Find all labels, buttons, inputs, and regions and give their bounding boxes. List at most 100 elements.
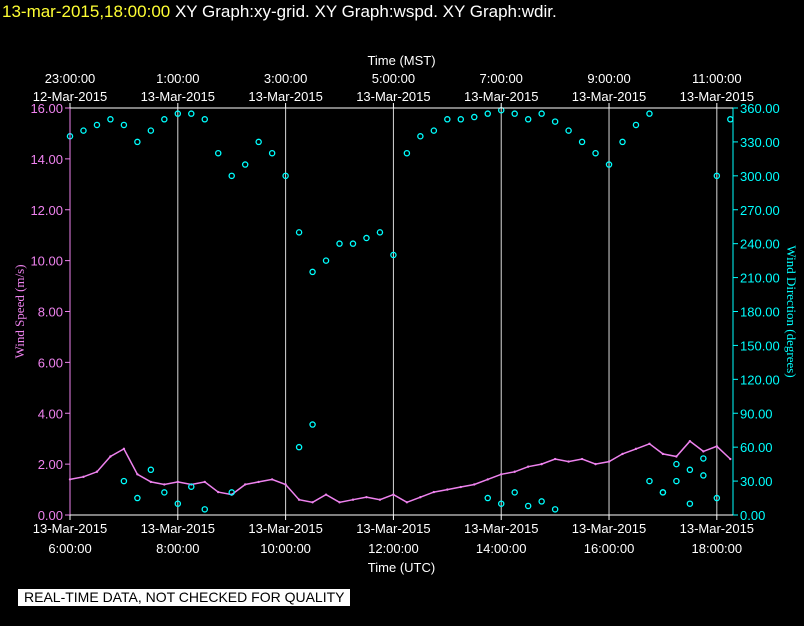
wind-speed-point	[702, 450, 705, 453]
wind-speed-line	[69, 440, 731, 504]
wind-speed-point	[217, 490, 220, 494]
grid-lines	[177, 108, 718, 515]
wind-speed-point	[661, 452, 665, 456]
wind-speed-point	[675, 455, 678, 458]
wind-speed-point	[284, 483, 287, 486]
wind-direction-point	[524, 116, 532, 123]
wind-direction-point	[161, 116, 168, 123]
left-tick-label: 12.00	[30, 203, 63, 218]
wind-direction-point	[188, 110, 195, 117]
right-tick-label: 90.00	[740, 406, 773, 421]
right-tick-label: 360.00	[740, 101, 780, 116]
wind-direction-point	[417, 133, 424, 140]
wind-speed-point	[203, 480, 206, 484]
wind-direction-point	[605, 161, 613, 168]
wind-direction-point	[134, 138, 141, 146]
wind-direction-point	[201, 116, 209, 123]
wind-direction-point	[295, 229, 303, 236]
bottom-tick-time: 18:00:00	[692, 541, 743, 556]
wind-direction-point	[444, 116, 451, 123]
left-tick-label: 10.00	[30, 254, 63, 269]
wind-speed-point	[459, 485, 462, 489]
bottom-tick-date: 13-Mar-2015	[33, 521, 107, 536]
wind-speed-point	[553, 457, 557, 461]
top-tick-date: 13-Mar-2015	[141, 89, 215, 104]
wind-speed-point	[82, 475, 85, 479]
wind-speed-point	[392, 493, 395, 496]
bottom-tick-date: 13-Mar-2015	[680, 521, 754, 536]
right-tick-label: 270.00	[740, 203, 780, 218]
wind-speed-point	[486, 478, 489, 481]
wind-direction-point	[174, 500, 182, 507]
wind-direction-point	[147, 466, 155, 474]
wind-direction-point	[255, 138, 262, 146]
wind-speed-point	[257, 480, 260, 484]
wind-direction-point	[524, 502, 532, 510]
top-tick-time: 9:00:00	[587, 71, 630, 86]
right-tick-label: 60.00	[740, 440, 773, 455]
wind-direction-point	[471, 113, 478, 121]
wind-direction-point	[376, 229, 384, 236]
wind-speed-point	[149, 480, 153, 484]
wind-direction-point	[134, 494, 141, 502]
wind-direction-point	[646, 110, 653, 117]
wind-direction-point	[727, 116, 734, 123]
left-tick-label: 8.00	[38, 305, 63, 320]
wind-speed-point	[526, 465, 530, 468]
wind-direction-point	[700, 455, 707, 462]
left-tick-label: 0.00	[38, 508, 63, 523]
wind-direction-point	[120, 477, 128, 485]
wind-speed-point	[324, 493, 328, 496]
wind-speed-point	[405, 501, 409, 504]
wind-speed-point	[634, 447, 638, 451]
quality-disclaimer: REAL-TIME DATA, NOT CHECKED FOR QUALITY	[18, 589, 351, 606]
wind-speed-point	[432, 490, 436, 494]
bottom-tick-time: 12:00:00	[368, 541, 419, 556]
wind-direction-point	[673, 460, 680, 468]
right-tick-label: 0.00	[740, 508, 765, 523]
wind-speed-point	[163, 483, 166, 486]
top-tick-date: 12-Mar-2015	[33, 89, 107, 104]
series-layer	[66, 107, 734, 513]
wind-direction-point	[659, 489, 667, 496]
top-axis-title: Time (MST)	[367, 53, 435, 68]
wind-speed-point	[176, 480, 180, 484]
wind-speed-point	[688, 440, 692, 443]
wind-direction-point	[363, 234, 370, 242]
wind-speed-point	[580, 457, 584, 461]
wind-speed-point	[311, 501, 314, 504]
wind-direction-point	[511, 489, 518, 496]
wind-direction-point	[268, 149, 276, 157]
wind-speed-point	[715, 445, 719, 448]
wind-direction-point	[632, 121, 640, 129]
top-tick-date: 13-Mar-2015	[680, 89, 754, 104]
wind-speed-point	[109, 455, 112, 458]
top-tick-date: 13-Mar-2015	[248, 89, 322, 104]
wind-direction-point	[336, 240, 343, 247]
wind-speed-point	[297, 498, 301, 501]
wind-direction-point	[538, 498, 545, 505]
wind-speed-point	[648, 442, 651, 445]
bottom-tick-date: 13-Mar-2015	[356, 521, 430, 536]
wind-direction-point	[120, 121, 128, 129]
bottom-tick-date: 13-Mar-2015	[464, 521, 538, 536]
top-tick-date: 13-Mar-2015	[356, 89, 430, 104]
top-tick-time: 23:00:00	[45, 71, 96, 86]
right-tick-label: 180.00	[740, 305, 780, 320]
wind-speed-point	[136, 473, 139, 476]
right-tick-label: 120.00	[740, 372, 780, 387]
wind-speed-point	[500, 473, 503, 476]
top-tick-time: 11:00:00	[692, 71, 742, 86]
title-timestamp: 13-mar-2015,18:00:00	[2, 2, 171, 21]
top-tick-date: 13-Mar-2015	[464, 89, 538, 104]
right-tick-label: 30.00	[740, 474, 773, 489]
wind-direction-point	[80, 127, 87, 134]
wind-speed-point	[243, 483, 247, 486]
left-axis-title: Wind Speed (m/s)	[12, 264, 27, 358]
wind-speed-point	[540, 462, 543, 466]
right-tick-label: 240.00	[740, 237, 780, 252]
right-axis-title: Wind Direction (degrees)	[784, 245, 799, 377]
wind-direction-point	[619, 138, 626, 146]
wind-direction-point	[322, 257, 330, 264]
left-tick-label: 14.00	[30, 152, 63, 167]
